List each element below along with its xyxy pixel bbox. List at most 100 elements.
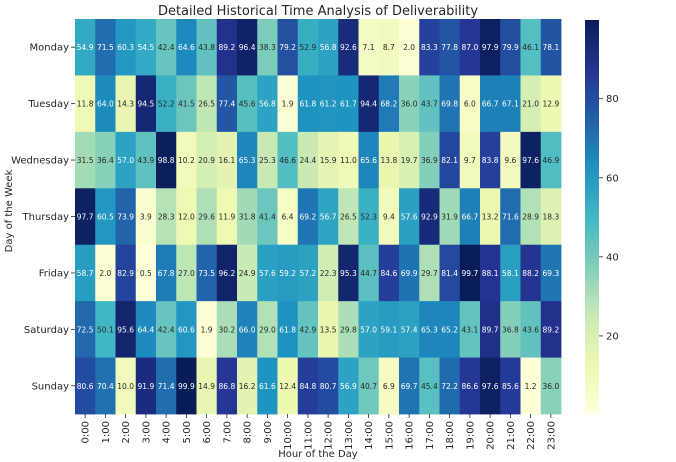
cell-value-label: 45.6 bbox=[239, 100, 256, 109]
heatmap-cell bbox=[318, 188, 339, 246]
heatmap-cell bbox=[338, 75, 359, 133]
heatmap-cell bbox=[500, 301, 521, 358]
cell-value-label: 57.6 bbox=[259, 269, 276, 278]
heatmap-cell bbox=[176, 19, 197, 76]
heatmap-cell bbox=[378, 188, 400, 246]
cell-value-label: 66.7 bbox=[462, 213, 479, 222]
x-tick-label: 10:00 bbox=[283, 421, 294, 450]
heatmap-cell bbox=[156, 244, 177, 302]
cell-value-label: 69.9 bbox=[401, 269, 418, 278]
heatmap-cell bbox=[216, 188, 238, 246]
cell-value-label: 92.9 bbox=[421, 213, 438, 222]
heatmap-cell bbox=[318, 357, 339, 415]
cell-value-label: 29.8 bbox=[340, 325, 357, 334]
cell-value-label: 61.8 bbox=[300, 100, 317, 109]
heatmap-cell bbox=[75, 244, 96, 302]
heatmap-cell bbox=[378, 75, 400, 133]
heatmap-cell bbox=[439, 131, 461, 189]
heatmap-cell bbox=[318, 131, 339, 189]
y-tick-label: Wednesday bbox=[11, 156, 69, 167]
cell-value-label: 58.1 bbox=[502, 269, 519, 278]
heatmap-cell bbox=[419, 19, 440, 76]
heatmap-cell bbox=[459, 188, 481, 246]
colorbar-tick-label: 20 bbox=[606, 331, 619, 342]
heatmap-cell bbox=[75, 131, 96, 189]
heatmap-cell bbox=[520, 19, 542, 76]
cell-value-label: 69.8 bbox=[441, 100, 458, 109]
y-tick-label: Thursday bbox=[22, 212, 70, 223]
cell-value-label: 21.0 bbox=[522, 100, 539, 109]
cell-value-label: 56.7 bbox=[320, 213, 337, 222]
heatmap-cell bbox=[297, 188, 319, 246]
x-tick-label: 22:00 bbox=[526, 421, 537, 450]
heatmap-cell bbox=[115, 19, 137, 76]
x-tick-label: 0:00 bbox=[81, 421, 92, 443]
cell-value-label: 78.1 bbox=[543, 43, 560, 52]
cell-value-label: 29.0 bbox=[259, 325, 276, 334]
heatmap-cell bbox=[75, 75, 96, 133]
cell-value-label: 46.9 bbox=[543, 156, 560, 165]
cell-value-label: 71.5 bbox=[97, 43, 114, 52]
heatmap-cell bbox=[196, 301, 218, 358]
colorbar-ticks: 20 40 60 80 bbox=[599, 94, 619, 342]
cell-value-label: 29.6 bbox=[198, 213, 215, 222]
heatmap-cell bbox=[237, 19, 258, 76]
cell-value-label: 2.0 bbox=[99, 269, 111, 278]
heatmap-cell bbox=[399, 75, 420, 133]
cell-value-label: 97.7 bbox=[77, 213, 94, 222]
x-tick-label: 17:00 bbox=[425, 421, 436, 450]
cell-value-label: 36.4 bbox=[97, 156, 114, 165]
cell-value-label: 57.2 bbox=[300, 269, 317, 278]
cell-value-label: 43.7 bbox=[421, 100, 438, 109]
cell-value-label: 92.6 bbox=[340, 43, 357, 52]
cell-value-label: 67.8 bbox=[158, 269, 175, 278]
x-tick-label: 23:00 bbox=[546, 421, 557, 450]
heatmap-cell bbox=[95, 131, 116, 189]
heatmap-cell bbox=[156, 131, 177, 189]
heatmap-cell bbox=[196, 244, 218, 302]
heatmap-cell bbox=[480, 188, 501, 246]
heatmap-cell bbox=[237, 188, 258, 246]
heatmap-cell bbox=[338, 188, 359, 246]
cell-value-label: 61.2 bbox=[320, 100, 337, 109]
heatmap-cell bbox=[419, 357, 440, 415]
heatmap-cell bbox=[135, 357, 157, 415]
x-tick-label: 15:00 bbox=[384, 421, 395, 450]
heatmap-cell bbox=[115, 244, 137, 302]
heatmap-cell bbox=[257, 75, 278, 133]
cell-value-label: 89.2 bbox=[219, 43, 236, 52]
cell-value-label: 10.0 bbox=[117, 382, 134, 391]
heatmap-cell bbox=[257, 131, 278, 189]
heatmap-cell bbox=[358, 244, 380, 302]
x-tick-label: 21:00 bbox=[506, 421, 517, 450]
heatmap-cell bbox=[378, 357, 400, 415]
y-axis-label: Day of the Week bbox=[4, 169, 15, 252]
cell-value-label: 61.7 bbox=[340, 100, 357, 109]
heatmap-cell bbox=[156, 357, 177, 415]
heatmap-cell bbox=[358, 131, 380, 189]
cell-value-label: 12.0 bbox=[178, 213, 195, 222]
cell-value-label: 58.7 bbox=[77, 269, 94, 278]
cell-value-label: 43.9 bbox=[138, 156, 155, 165]
heatmap-cell bbox=[176, 188, 197, 246]
heatmap-cell bbox=[540, 19, 562, 76]
heatmap-cell bbox=[196, 357, 218, 415]
cell-value-label: 56.8 bbox=[259, 100, 276, 109]
heatmap-cell bbox=[500, 188, 521, 246]
heatmap-cell bbox=[257, 19, 278, 76]
cell-value-label: 31.9 bbox=[441, 213, 458, 222]
cell-value-label: 69.2 bbox=[300, 213, 317, 222]
cell-value-label: 87.0 bbox=[462, 43, 479, 52]
y-tick-label: Monday bbox=[30, 43, 70, 54]
heatmap-cell bbox=[500, 244, 521, 302]
heatmap-cell bbox=[419, 75, 440, 133]
heatmap-cell bbox=[297, 75, 319, 133]
cell-value-label: 28.9 bbox=[522, 213, 539, 222]
heatmap-cell bbox=[358, 19, 380, 76]
x-axis-label: Hour of the Day bbox=[278, 449, 358, 460]
heatmap-cell bbox=[95, 357, 116, 415]
cell-value-label: 19.7 bbox=[401, 156, 418, 165]
heatmap-cell bbox=[257, 244, 278, 302]
heatmap-cell bbox=[115, 75, 137, 133]
